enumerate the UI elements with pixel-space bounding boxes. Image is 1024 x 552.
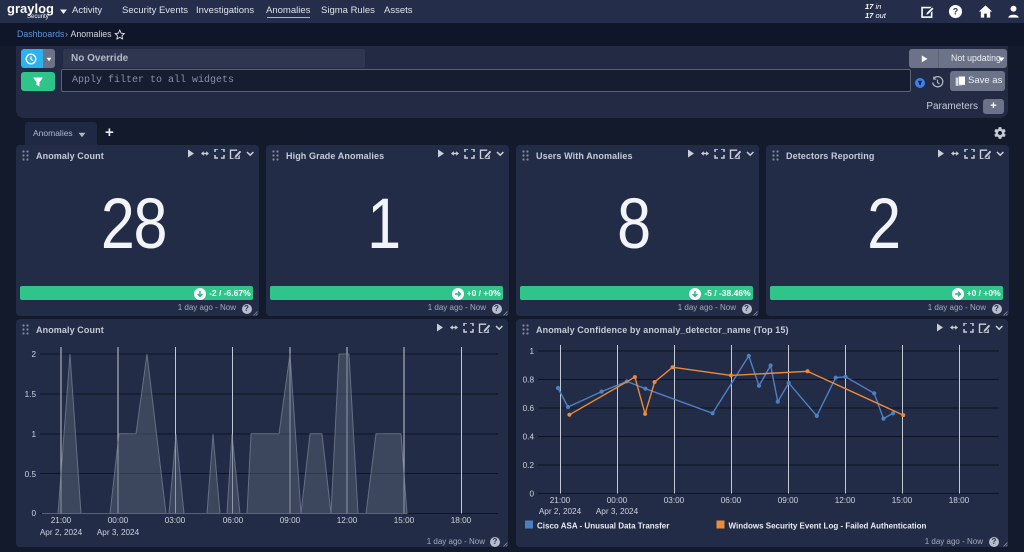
svg-text:0.6: 0.6 bbox=[523, 404, 535, 413]
svg-text:Apr 3, 2024: Apr 3, 2024 bbox=[97, 528, 140, 537]
svg-text:03:00: 03:00 bbox=[664, 496, 685, 505]
svg-text:0.8: 0.8 bbox=[523, 376, 535, 385]
svg-text:0.2: 0.2 bbox=[523, 461, 535, 470]
svg-text:15:00: 15:00 bbox=[394, 516, 415, 525]
svg-text:12:00: 12:00 bbox=[835, 496, 856, 505]
svg-text:15:00: 15:00 bbox=[892, 496, 913, 505]
svg-text:0.4: 0.4 bbox=[523, 433, 535, 442]
svg-text:09:00: 09:00 bbox=[280, 516, 301, 525]
svg-text:?: ? bbox=[953, 7, 958, 17]
svg-text:06:00: 06:00 bbox=[721, 496, 742, 505]
svg-text:Apr 2, 2024: Apr 2, 2024 bbox=[539, 507, 582, 516]
svg-text:0: 0 bbox=[529, 490, 534, 499]
svg-text:00:00: 00:00 bbox=[108, 516, 129, 525]
svg-text:0.5: 0.5 bbox=[25, 470, 37, 479]
svg-text:Cisco ASA - Unusual Data Trans: Cisco ASA - Unusual Data Transfer bbox=[537, 522, 669, 531]
svg-text:0: 0 bbox=[31, 509, 36, 518]
svg-text:03:00: 03:00 bbox=[165, 516, 186, 525]
svg-text:Windows Security Event Log - F: Windows Security Event Log - Failed Auth… bbox=[729, 522, 927, 531]
svg-text:1: 1 bbox=[31, 430, 36, 439]
svg-text:Apr 3, 2024: Apr 3, 2024 bbox=[596, 507, 639, 516]
svg-text:18:00: 18:00 bbox=[451, 516, 472, 525]
svg-text:06:00: 06:00 bbox=[223, 516, 244, 525]
svg-text:09:00: 09:00 bbox=[778, 496, 799, 505]
svg-text:21:00: 21:00 bbox=[51, 516, 72, 525]
svg-text:2: 2 bbox=[31, 350, 36, 359]
svg-text:18:00: 18:00 bbox=[949, 496, 970, 505]
svg-text:21:00: 21:00 bbox=[550, 496, 571, 505]
svg-text:1.5: 1.5 bbox=[25, 390, 37, 399]
svg-text:12:00: 12:00 bbox=[337, 516, 358, 525]
svg-text:1: 1 bbox=[529, 347, 534, 356]
svg-text:Apr 2, 2024: Apr 2, 2024 bbox=[40, 528, 83, 537]
svg-text:00:00: 00:00 bbox=[607, 496, 628, 505]
